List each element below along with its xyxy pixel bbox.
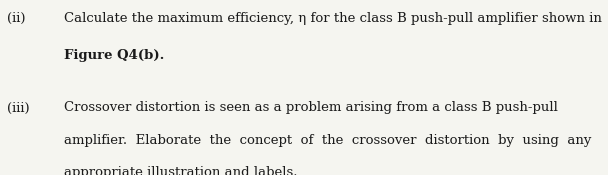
Text: (ii): (ii) [7,12,26,25]
Text: amplifier.  Elaborate  the  concept  of  the  crossover  distortion  by  using  : amplifier. Elaborate the concept of the … [64,134,591,147]
Text: Figure Q4(b).: Figure Q4(b). [64,49,164,62]
Text: Crossover distortion is seen as a problem arising from a class B push-pull: Crossover distortion is seen as a proble… [64,102,558,114]
Text: Calculate the maximum efficiency, η for the class B push-pull amplifier shown in: Calculate the maximum efficiency, η for … [64,12,602,25]
Text: (iii): (iii) [7,102,30,114]
Text: appropriate illustration and labels.: appropriate illustration and labels. [64,166,297,175]
